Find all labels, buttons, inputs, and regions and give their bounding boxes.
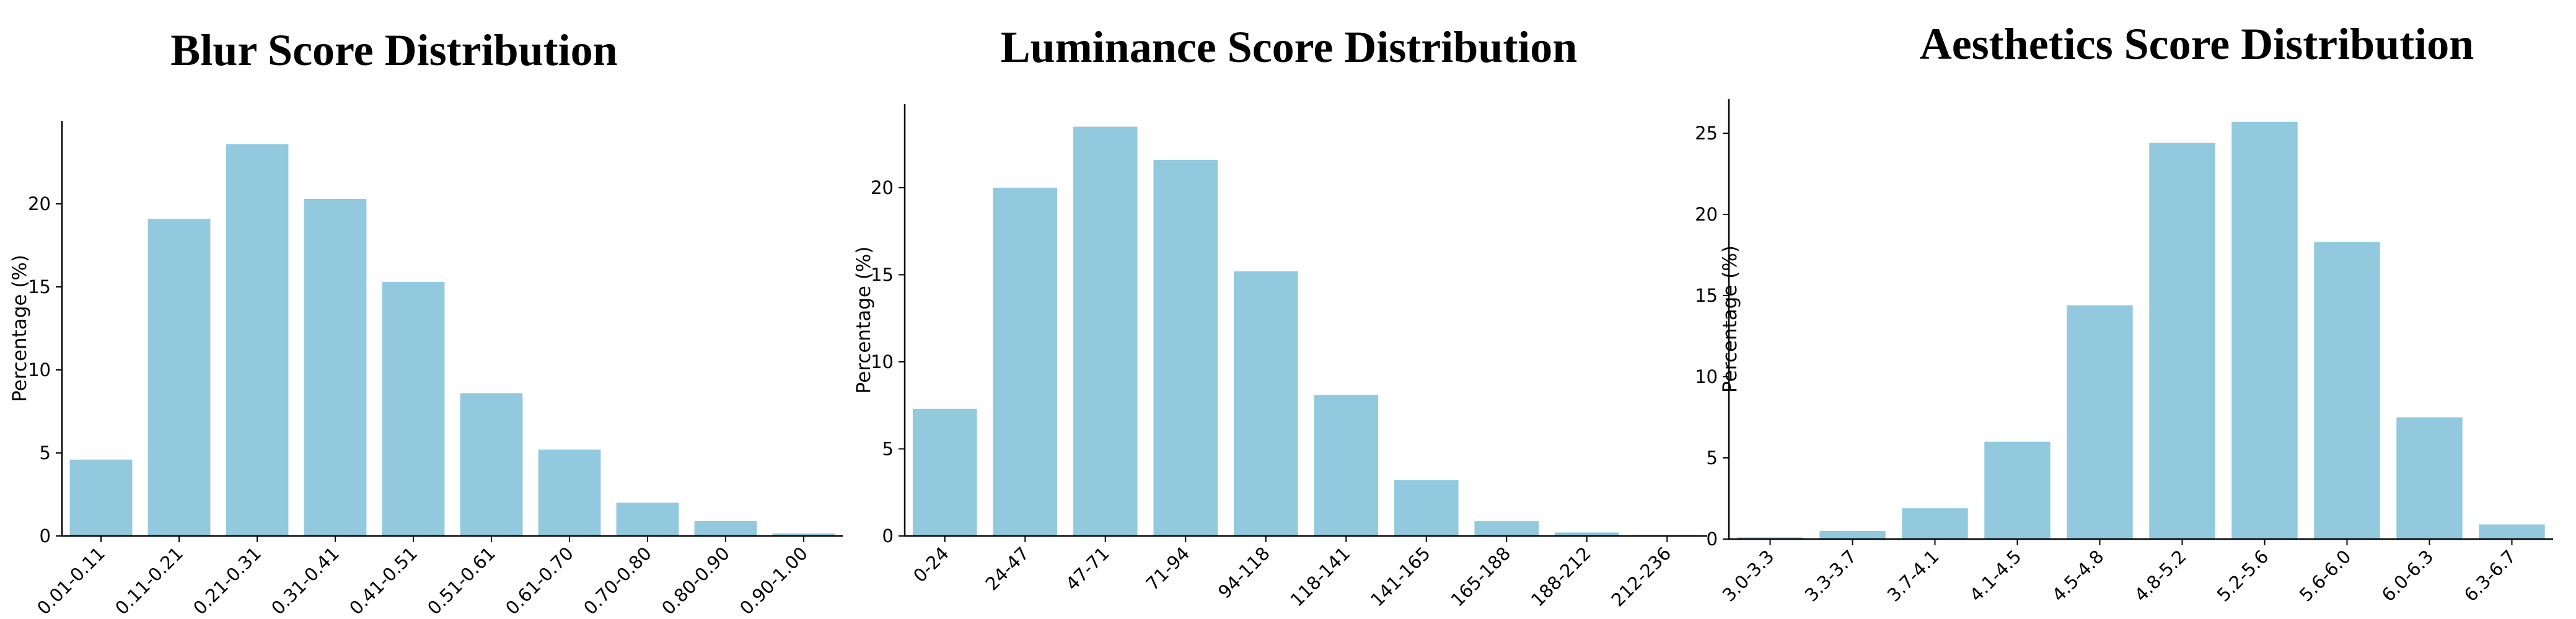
bar-0.80-0.90 xyxy=(694,520,757,536)
x-tick-label: 0.70-0.80 xyxy=(579,543,656,619)
bar-5.2-5.6 xyxy=(2231,121,2298,540)
bar-0.01-0.11 xyxy=(69,459,133,536)
y-tick-label: 5 xyxy=(882,438,894,459)
x-tick-label: 165-188 xyxy=(1446,543,1514,611)
y-axis-label: Percentage (%) xyxy=(853,247,875,394)
y-tick-label: 20 xyxy=(871,177,894,198)
bar-0.31-0.41 xyxy=(304,198,367,537)
x-tick-label: 4.1-4.5 xyxy=(1966,546,2026,606)
x-tick-label: 6.3-6.7 xyxy=(2460,546,2520,606)
bar-0.21-0.31 xyxy=(226,144,289,536)
x-tick-label: 0.21-0.31 xyxy=(189,543,265,619)
x-tick-label: 0.31-0.41 xyxy=(267,543,343,619)
x-tick-label: 4.8-5.2 xyxy=(2130,546,2191,606)
bar-94-118 xyxy=(1233,271,1298,536)
x-tick-label: 0.51-0.61 xyxy=(423,543,499,619)
bar-3.3-3.7 xyxy=(1819,530,1886,539)
x-tick-label: 0.90-1.00 xyxy=(736,543,812,619)
x-tick-label: 5.2-5.6 xyxy=(2213,546,2273,606)
y-tick-label: 20 xyxy=(28,193,51,214)
x-tick-label: 3.3-3.7 xyxy=(1801,546,1861,606)
x-tick-label: 71-94 xyxy=(1142,543,1194,595)
bar-6.0-6.3 xyxy=(2396,417,2463,539)
chart-title: Luminance Score Distribution xyxy=(1001,22,1578,72)
chart-3: Aesthetics Score Distribution 0 5 10 15 20 25 3… xyxy=(1695,19,2553,606)
bar-5.6-6.0 xyxy=(2314,242,2380,539)
x-tick-label: 0.01-0.11 xyxy=(33,543,109,619)
bar-71-94 xyxy=(1153,159,1218,536)
x-tick-label: 94-118 xyxy=(1214,543,1274,603)
x-tick-label: 188-212 xyxy=(1527,543,1595,611)
bar-0.51-0.61 xyxy=(460,393,523,536)
y-tick-label: 25 xyxy=(1695,123,1718,144)
bar-4.8-5.2 xyxy=(2149,143,2215,539)
x-tick-label: 0.41-0.51 xyxy=(345,543,421,619)
x-tick-label: 0.61-0.70 xyxy=(501,543,578,619)
y-axis-label: Percentage (%) xyxy=(9,255,31,402)
y-tick-label: 0 xyxy=(882,525,894,547)
chart-title: Blur Score Distribution xyxy=(170,25,617,75)
x-tick-label: 118-141 xyxy=(1286,543,1354,611)
x-tick-label: 212-236 xyxy=(1607,543,1675,611)
y-tick-label: 10 xyxy=(871,351,894,372)
y-tick-label: 0 xyxy=(40,525,51,547)
y-tick-label: 15 xyxy=(871,264,894,285)
x-tick-label: 0.80-0.90 xyxy=(657,543,734,619)
y-tick-label: 15 xyxy=(28,276,51,297)
chart-2: Luminance Score Distribution 0 5 10 15 20 0-24… xyxy=(853,22,1707,611)
bar-0.11-0.21 xyxy=(147,219,211,536)
x-tick-label: 4.5-4.8 xyxy=(2048,546,2108,606)
x-tick-label: 0.11-0.21 xyxy=(111,543,187,619)
bar-165-188 xyxy=(1474,521,1539,536)
chart-1: Blur Score Distribution 0 5 10 15 20 0.01-0.11… xyxy=(9,25,843,619)
y-tick-label: 0 xyxy=(1707,529,1718,550)
x-tick-label: 6.0-6.3 xyxy=(2378,546,2438,606)
bar-4.1-4.5 xyxy=(1984,441,2051,539)
bar-0-24 xyxy=(912,408,977,536)
y-tick-label: 5 xyxy=(40,442,51,463)
bar-0.41-0.51 xyxy=(382,281,445,536)
bar-24-47 xyxy=(993,187,1058,537)
bar-3.0-3.3 xyxy=(1737,537,1803,539)
y-axis-label: Percentage (%) xyxy=(1719,245,1741,393)
y-tick-label: 10 xyxy=(28,359,51,380)
bar-0.61-0.70 xyxy=(538,449,601,536)
bar-118-141 xyxy=(1314,395,1379,536)
x-tick-label: 24-47 xyxy=(982,543,1034,595)
x-tick-label: 0-24 xyxy=(909,543,953,587)
chart-title: Aesthetics Score Distribution xyxy=(1920,19,2474,69)
y-tick-label: 20 xyxy=(1695,204,1718,225)
bar-4.5-4.8 xyxy=(2067,305,2133,539)
x-tick-label: 47-71 xyxy=(1062,543,1114,595)
x-tick-label: 3.0-3.3 xyxy=(1718,546,1778,606)
bar-6.3-6.7 xyxy=(2479,524,2545,539)
x-tick-label: 3.7-4.1 xyxy=(1883,546,1943,606)
bar-141-165 xyxy=(1394,480,1459,536)
bar-188-212 xyxy=(1554,532,1619,536)
bar-3.7-4.1 xyxy=(1902,508,1968,539)
y-tick-label: 15 xyxy=(1695,285,1718,306)
x-tick-label: 5.6-6.0 xyxy=(2295,546,2355,606)
y-tick-label: 10 xyxy=(1695,366,1718,387)
bar-47-71 xyxy=(1073,126,1138,537)
y-tick-label: 5 xyxy=(1707,447,1718,468)
x-tick-label: 141-165 xyxy=(1366,543,1435,611)
bar-0.70-0.80 xyxy=(616,503,679,536)
bar-0.90-1.00 xyxy=(772,533,835,536)
